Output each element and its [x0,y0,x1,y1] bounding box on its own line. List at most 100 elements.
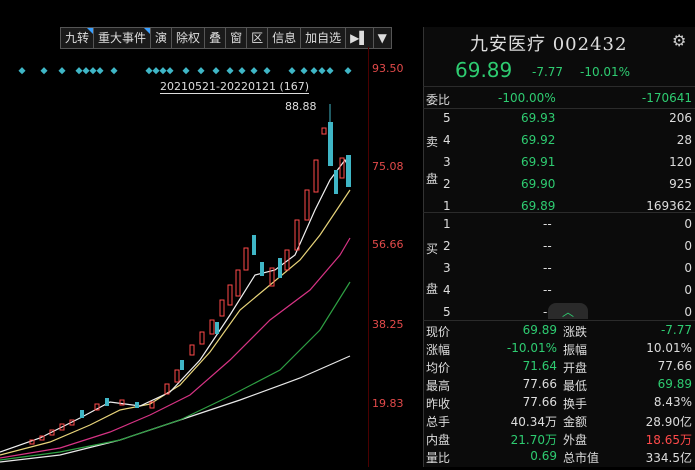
toolbar-yan[interactable]: 演 [151,28,173,48]
stats-row: 现价 69.89 涨跌 -7.77 [423,322,695,344]
stat-value: 69.89 [657,377,692,391]
toolbar-range[interactable]: 区 [247,28,269,48]
toolbar-add-watchlist[interactable]: 加自选 [301,28,347,48]
buy-price: -- [543,305,552,319]
sell-volume: 169362 [646,199,692,213]
stat-value: 334.5亿 [645,451,692,465]
price-change-pct: -10.01% [580,65,631,79]
stock-title: 九安医疗 002432 [470,34,628,55]
stat-label: 振幅 [563,343,588,357]
sell-row-1[interactable]: 1 69.89 169362 [423,196,695,218]
stat-label: 总市值 [563,451,600,465]
max-price-label: 88.88 [285,100,317,113]
sell-price: 69.89 [521,199,556,213]
stat-value: 0.69 [530,449,557,463]
buy-volume: 0 [684,283,692,297]
toolbar-overlay[interactable]: 叠 [205,28,227,48]
stats-row: 总手 40.34万 金额 28.90亿 [423,412,695,434]
stats-row: 均价 71.64 开盘 77.66 [423,358,695,380]
stat-value: 69.89 [522,323,557,337]
buy-level: 5 [443,305,451,319]
stat-label: 外盘 [563,433,588,447]
stat-label: 金额 [563,415,588,429]
sell-price: 69.92 [521,133,556,147]
stat-label: 量比 [426,451,451,465]
toolbar-window[interactable]: 窗 [226,28,248,48]
y-axis-line [368,47,369,467]
chart-toolbar: 九转 重大事件 演 除权 叠 窗 区 信息 加自选 ▶▌ ▼ [60,27,392,49]
buy-volume: 0 [684,217,692,231]
sell-level: 2 [443,177,451,191]
stat-value: -10.01% [506,341,557,355]
kline-chart[interactable]: 九转 重大事件 演 除权 叠 窗 区 信息 加自选 ▶▌ ▼ [0,0,423,467]
stats-row: 昨收 77.66 换手 8.43% [423,394,695,416]
stat-label: 涨跌 [563,325,588,339]
weibi-value: -170641 [641,91,692,105]
sell-row-5[interactable]: 5 69.93 206 [423,108,695,130]
buy-level: 4 [443,283,451,297]
toolbar-chuquan[interactable]: 除权 [172,28,206,48]
buy-row-2[interactable]: 2 -- 0 [423,236,695,258]
buy-row-4[interactable]: 4 -- 0 [423,280,695,302]
stat-value: 77.66 [522,395,557,409]
sell-row-2[interactable]: 2 69.90 925 [423,174,695,196]
buy-row-3[interactable]: 3 -- 0 [423,258,695,280]
stat-value: 71.64 [522,359,557,373]
divider [423,212,695,213]
sell-volume: 925 [669,177,692,191]
buy-volume: 0 [684,305,692,319]
stat-value: 21.70万 [510,433,557,447]
stat-label: 内盘 [426,433,451,447]
sell-price: 69.91 [521,155,556,169]
buy-level: 2 [443,239,451,253]
sell-label-top: 卖 [426,135,439,149]
toolbar-major-events[interactable]: 重大事件 [94,28,152,48]
buy-level: 1 [443,217,451,231]
divider [423,86,695,87]
stat-value: 10.01% [646,341,692,355]
ma-line-yellow [0,189,351,456]
stat-label: 最低 [563,379,588,393]
stat-value: 77.66 [522,377,557,391]
stats-row: 量比 0.69 总市值 334.5亿 [423,448,695,470]
buy-level: 3 [443,261,451,275]
y-label-2: 75.08 [372,160,404,173]
toolbar-info[interactable]: 信息 [268,28,302,48]
gear-icon[interactable]: ⚙ [672,31,687,50]
sell-row-4[interactable]: 4 69.92 28 [423,130,695,152]
toolbar-play-icon[interactable]: ▶▌ [346,28,374,48]
buy-price: -- [543,261,552,275]
buy-volume: 0 [684,261,692,275]
buy-price: -- [543,283,552,297]
stat-value: 77.66 [657,359,692,373]
stat-label: 换手 [563,397,588,411]
quote-panel [423,27,695,467]
toolbar-dropdown-icon[interactable]: ▼ [377,31,387,45]
buy-price: -- [543,217,552,231]
sell-level: 4 [443,133,451,147]
stat-label: 总手 [426,415,451,429]
ma-line-magenta [0,237,351,459]
buy-row-1[interactable]: 1 -- 0 [423,214,695,236]
event-markers[interactable] [18,67,352,75]
y-label-1: 93.50 [372,62,404,75]
buy-volume: 0 [684,239,692,253]
divider [423,320,695,321]
stat-value: -7.77 [660,323,692,337]
y-label-3: 56.66 [372,238,404,251]
ma-line-green [0,281,351,461]
buy-row-5[interactable]: 5 -- 0 [423,302,695,324]
sell-level: 3 [443,155,451,169]
stats-row: 内盘 21.70万 外盘 18.65万 [423,430,695,452]
sell-volume: 28 [676,133,692,147]
buy-label-top: 买 [426,242,439,256]
stat-label: 均价 [426,361,451,375]
current-price: 69.89 [455,58,513,82]
expand-caret-icon[interactable]: ︿ [548,303,588,319]
weibi-label: 委比 [426,93,451,107]
candlesticks [29,104,351,445]
sell-row-3[interactable]: 3 69.91 120 [423,152,695,174]
toolbar-jiuzhuan[interactable]: 九转 [61,28,95,48]
sell-volume: 120 [669,155,692,169]
stat-value: 40.34万 [510,415,557,429]
